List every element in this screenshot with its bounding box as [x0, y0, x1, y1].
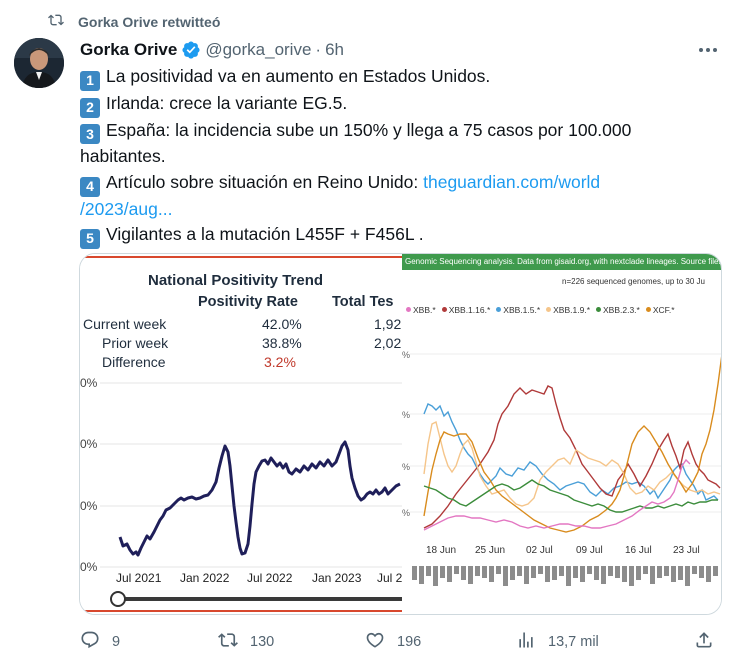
- x-tick: 18 Jun: [426, 545, 457, 556]
- tweet-item-5: 5 Vigilantes a la mutación L455F + F456L …: [80, 222, 700, 249]
- x-tick: 02 Jul: [526, 545, 553, 556]
- more-options-icon[interactable]: [696, 40, 720, 60]
- row-label: Prior week: [102, 335, 169, 351]
- row-rate: 38.8%: [262, 335, 302, 351]
- tweet-item-2-text: Irlanda: crece la variante EG.5.: [106, 92, 348, 113]
- tweet-item-5-text: Vigilantes a la mutación L455F + F456L .: [106, 224, 424, 244]
- keycap-1-icon: 1: [80, 70, 100, 91]
- range-slider-track[interactable]: [118, 597, 402, 601]
- chart-header-banner: Genomic Sequencing analysis. Data from g…: [402, 254, 721, 270]
- row-label: Difference: [102, 354, 166, 370]
- author-handle[interactable]: @gorka_orive: [205, 40, 312, 59]
- x-tick: 23 Jul: [673, 545, 700, 556]
- legend-swatch-icon: [596, 307, 601, 312]
- x-tick: Jan 2023: [312, 571, 362, 585]
- positivity-line-chart: [100, 382, 402, 568]
- row-rate: 3.2%: [264, 354, 296, 370]
- tweet-header: Gorka Orive @gorka_orive · 6h: [80, 38, 344, 62]
- like-button[interactable]: 196: [365, 630, 421, 654]
- row-rate: 42.0%: [262, 316, 302, 332]
- legend-swatch-icon: [546, 307, 552, 312]
- row-tests: 2,02: [374, 335, 402, 351]
- tweet-item-3: 3 España: la incidencia sube un 150% y ll…: [80, 118, 700, 145]
- x-tick: 09 Jul: [576, 545, 603, 556]
- share-icon: [694, 630, 714, 654]
- legend-swatch-icon: [441, 307, 447, 312]
- retweet-button[interactable]: 130: [218, 630, 274, 654]
- avatar[interactable]: [14, 38, 64, 88]
- tweet-item-4-text: Artículo sobre situación en Reino Unido:: [106, 171, 424, 192]
- heart-icon: [365, 630, 385, 654]
- tweet-item-1: 1 La positividad va en aumento en Estados…: [80, 64, 700, 91]
- legend-item: XBB.1.16.*: [441, 305, 490, 315]
- y-tick: %: [402, 350, 411, 360]
- share-button[interactable]: [694, 630, 714, 654]
- x-tick: 16 Jul: [625, 545, 652, 556]
- tweet-time[interactable]: 6h: [325, 40, 345, 59]
- legend-item: XBB.1.9.*: [546, 305, 590, 315]
- range-slider-handle[interactable]: [110, 591, 126, 607]
- article-link[interactable]: theguardian.com/world: [423, 171, 601, 192]
- y-tick: 0%: [80, 437, 98, 451]
- x-tick: Jul 2: [377, 571, 402, 585]
- keycap-5-icon: 5: [80, 228, 100, 249]
- legend-item: XBB.2.3.*: [596, 305, 640, 315]
- reply-icon: [80, 630, 100, 654]
- chart-legend: XBB.* XBB.1.16.* XBB.1.5.* XBB.1.9.* XBB…: [406, 305, 675, 315]
- legend-swatch-icon: [496, 307, 502, 312]
- x-tick: 25 Jun: [475, 545, 506, 556]
- retweet-action-icon: [218, 630, 238, 654]
- article-link-cont[interactable]: /2023/aug...: [80, 198, 173, 219]
- verified-badge-icon: [181, 40, 201, 60]
- x-tick: Jan 2022: [180, 571, 230, 585]
- legend-swatch-icon: [645, 307, 651, 312]
- lineage-line-chart: [410, 353, 721, 586]
- tweet-actions: 9 130 196 13,7 mil: [80, 630, 720, 660]
- tweet-item-3-cont: habitantes.: [80, 146, 166, 167]
- retweet-icon: [48, 12, 64, 31]
- tweet-item-2: 2 Irlanda: crece la variante EG.5.: [80, 91, 700, 118]
- bottom-accent-bar: [80, 610, 402, 612]
- views-button[interactable]: 13,7 mil: [516, 630, 599, 654]
- tweet-media[interactable]: National Positivity Trend Positivity Rat…: [79, 253, 722, 615]
- y-tick: %: [402, 462, 411, 472]
- tweet-item-1-text: La positividad va en aumento en Estados …: [106, 66, 491, 86]
- x-tick: Jul 2022: [247, 571, 293, 585]
- row-label: Current week: [83, 316, 167, 332]
- y-tick: 0%: [80, 560, 98, 574]
- legend-item: XBB.1.5.*: [496, 305, 540, 315]
- views-count: 13,7 mil: [548, 634, 599, 650]
- legend-item: XCF.*: [645, 305, 675, 315]
- y-tick: 0%: [80, 499, 98, 513]
- y-tick: 0%: [80, 376, 98, 390]
- chart-subtitle: n=226 sequenced genomes, up to 30 Ju: [562, 277, 705, 286]
- keycap-4-icon: 4: [80, 176, 100, 197]
- retweet-label: Gorka Orive retwitteó: [78, 13, 221, 30]
- reply-count: 9: [112, 634, 121, 650]
- chart-title: National Positivity Trend: [148, 272, 324, 289]
- y-tick: %: [402, 508, 411, 518]
- row-tests: 1,92: [374, 316, 402, 332]
- reply-button[interactable]: 9: [80, 630, 120, 654]
- like-count: 196: [397, 634, 422, 650]
- top-accent-bar: [80, 256, 402, 258]
- col-header-positivity: Positivity Rate: [198, 294, 298, 310]
- views-chart-icon: [516, 630, 536, 654]
- tweet-item-4: 4 Artículo sobre situación en Reino Unido…: [80, 170, 700, 197]
- separator-dot: ·: [315, 40, 322, 59]
- genomic-sequencing-image[interactable]: Genomic Sequencing analysis. Data from g…: [402, 254, 721, 614]
- legend-item: XBB.*: [406, 305, 436, 315]
- y-tick: %: [402, 410, 411, 420]
- retweet-context[interactable]: Gorka Orive retwitteó: [48, 12, 220, 31]
- col-header-tests: Total Tes: [332, 294, 394, 310]
- legend-swatch-icon: [406, 307, 411, 312]
- tweet-item-3-text: España: la incidencia sube un 150% y lle…: [106, 119, 632, 140]
- author-name[interactable]: Gorka Orive: [80, 40, 178, 59]
- keycap-3-icon: 3: [80, 124, 100, 145]
- x-tick: Jul 2021: [116, 571, 162, 585]
- tweet-text: 1 La positividad va en aumento en Estados…: [80, 64, 700, 249]
- positivity-trend-image[interactable]: National Positivity Trend Positivity Rat…: [80, 254, 402, 614]
- retweet-count: 130: [250, 634, 275, 650]
- keycap-2-icon: 2: [80, 97, 100, 118]
